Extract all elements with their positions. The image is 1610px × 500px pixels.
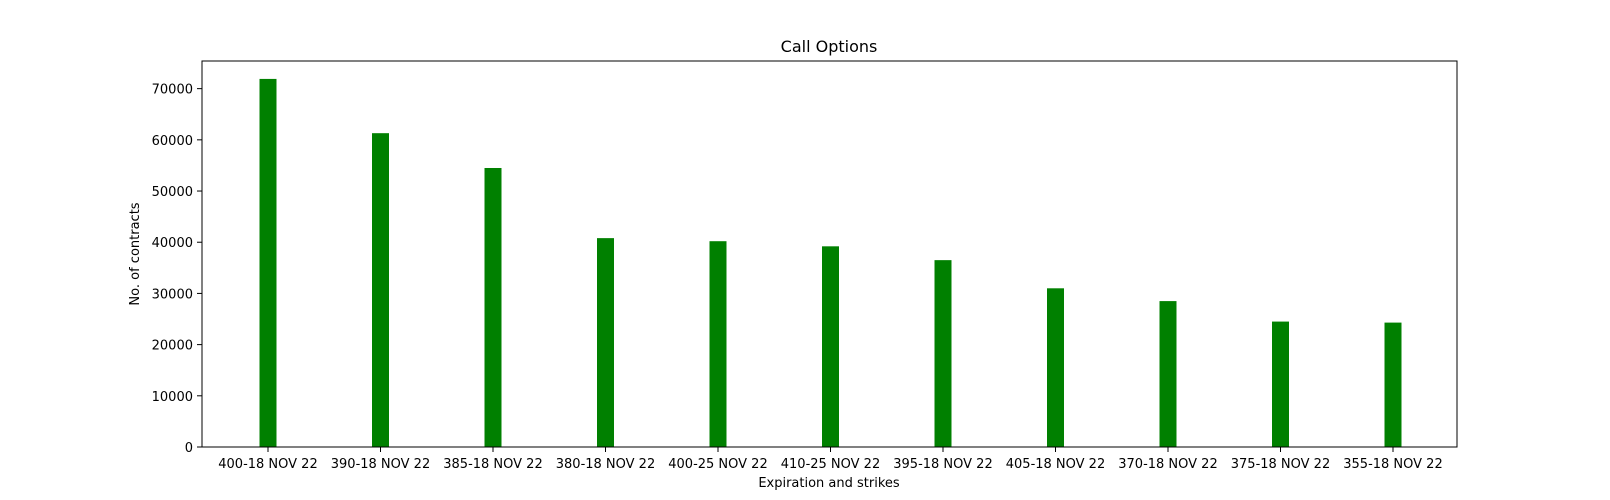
bar: [372, 133, 389, 447]
y-tick-label: 0: [185, 441, 193, 456]
y-tick-label: 50000: [152, 185, 193, 200]
y-axis-label: No. of contracts: [128, 202, 143, 305]
bar: [1272, 321, 1289, 447]
y-tick-label: 10000: [152, 390, 193, 405]
y-tick-label: 40000: [152, 236, 193, 251]
bar: [484, 167, 502, 447]
x-tick-label: 385-18 NOV 22: [443, 457, 542, 472]
bar: [259, 78, 277, 447]
x-tick-label: 380-18 NOV 22: [556, 457, 655, 472]
x-tick-label: 405-18 NOV 22: [1006, 457, 1105, 472]
y-tick-label: 70000: [152, 83, 193, 98]
x-tick-label: 395-18 NOV 22: [893, 457, 992, 472]
y-tick-label: 60000: [152, 134, 193, 149]
bar: [709, 241, 727, 447]
plot-frame: [201, 60, 1458, 448]
x-tick-label: 390-18 NOV 22: [331, 457, 430, 472]
chart-title: Call Options: [781, 37, 878, 56]
x-tick-label: 410-25 NOV 22: [781, 457, 880, 472]
x-tick-label: 370-18 NOV 22: [1118, 457, 1217, 472]
y-axis-ticks: 0 10000 20000 30000 40000 50000 60000 70000: [152, 83, 202, 456]
x-axis-label: Expiration and strikes: [758, 476, 900, 491]
x-tick-label: 375-18 NOV 22: [1231, 457, 1330, 472]
x-tick-label: 355-18 NOV 22: [1343, 457, 1442, 472]
bar: [1159, 301, 1177, 447]
x-tick-label: 400-18 NOV 22: [218, 457, 317, 472]
bar: [934, 260, 952, 447]
bar: [597, 238, 614, 447]
bar: [1384, 322, 1402, 447]
bar: [1047, 288, 1064, 447]
bar-group: [259, 78, 1402, 447]
x-axis-ticks: 400-18 NOV 22 390-18 NOV 22 385-18 NOV 22 3…: [218, 447, 1443, 472]
x-tick-label: 400-25 NOV 22: [668, 457, 767, 472]
y-tick-label: 20000: [152, 339, 193, 354]
y-tick-label: 30000: [152, 287, 193, 302]
bar: [822, 246, 839, 447]
